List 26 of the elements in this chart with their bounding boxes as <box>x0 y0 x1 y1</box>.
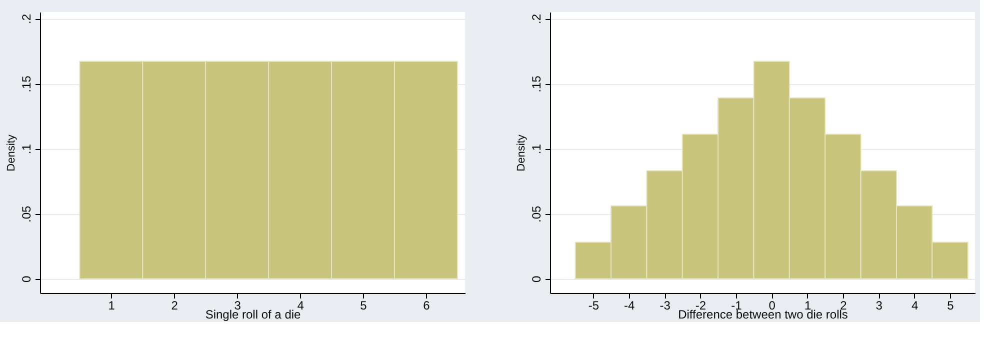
x-tick-label: 1 <box>108 298 116 312</box>
y-tick-label: .15 <box>530 75 544 92</box>
x-tick-label: -3 <box>660 298 671 312</box>
y-axis-title: Density <box>6 134 18 172</box>
y-tick-label: .1 <box>530 144 544 154</box>
y-tick-label: .15 <box>20 75 34 92</box>
y-axis-title: Density <box>516 134 528 172</box>
y-tick-label: 0 <box>530 276 544 283</box>
x-tick-label: 4 <box>911 298 918 312</box>
x-tick-label: 3 <box>876 298 883 312</box>
y-tick-label: 0 <box>20 276 34 283</box>
y-tick-label: .1 <box>20 144 34 154</box>
x-tick-label: 1 <box>804 298 812 312</box>
x-tick-label: 2 <box>171 298 178 312</box>
x-tick-label: 5 <box>360 298 368 312</box>
x-tick-label: -4 <box>624 298 636 312</box>
x-tick-label: 6 <box>423 298 430 312</box>
y-tick-label: .05 <box>20 205 34 222</box>
y-tick-label: .2 <box>20 14 34 24</box>
x-tick-label: 0 <box>768 298 776 312</box>
x-tick-label: 4 <box>297 298 304 312</box>
x-tick-label: -5 <box>588 298 600 312</box>
y-tick-label: .2 <box>530 14 544 24</box>
x-tick-label: 3 <box>234 298 242 312</box>
x-tick-label: 5 <box>947 298 954 312</box>
y-tick-label: .05 <box>530 205 544 222</box>
